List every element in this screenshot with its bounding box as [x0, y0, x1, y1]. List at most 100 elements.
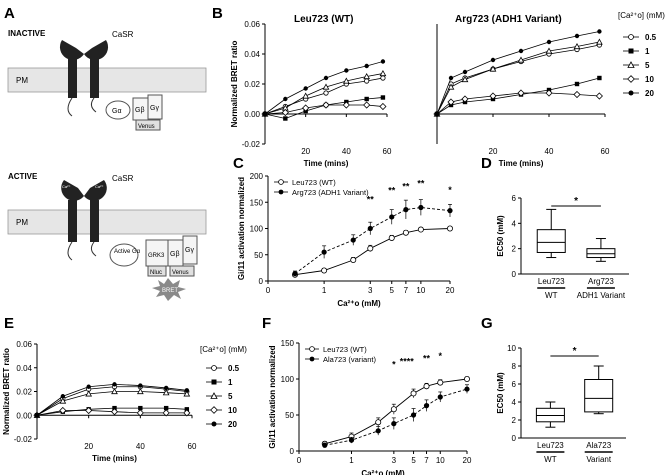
significance-star: ** [388, 185, 396, 195]
y-tick-label: 200 [250, 172, 264, 181]
g-alpha-icon [105, 100, 131, 120]
data-point [111, 387, 118, 395]
data-point [518, 48, 524, 54]
data-point [375, 428, 381, 434]
data-point [423, 403, 430, 409]
data-point [437, 394, 443, 400]
data-point [363, 101, 371, 109]
legend-label: 5 [228, 392, 233, 401]
data-point [423, 383, 430, 390]
legend-label: Leu723 (WT) [323, 345, 367, 354]
data-point [350, 237, 356, 243]
y-tick-label: 6 [512, 380, 517, 389]
active-g-alpha-icon [109, 243, 139, 267]
bret-burst-icon [152, 278, 186, 301]
venus-box-top [135, 119, 161, 131]
data-point [388, 234, 395, 241]
data-point [110, 408, 119, 416]
x-tick-label: 60 [188, 442, 197, 451]
panel-letter-b: B [212, 5, 223, 22]
ca-ion-right: Ca²⁺ [95, 184, 104, 189]
legend-e-title: [Ca²⁺o] (mM) [200, 345, 247, 354]
significance-star: * [574, 196, 578, 207]
panel-letter-c: C [233, 155, 244, 172]
data-point [364, 63, 369, 69]
x-tick-label: 7 [424, 456, 429, 465]
ctail-2 [90, 97, 97, 113]
gb-active-label: Gβ [170, 251, 179, 258]
y-tick-label: 10 [507, 344, 516, 353]
legend-marker [211, 365, 217, 371]
box [584, 379, 614, 413]
data-point [402, 229, 409, 236]
series-line-20 [436, 31, 600, 115]
legend-marker [278, 179, 284, 185]
data-point [163, 405, 169, 411]
data-point [136, 409, 144, 417]
y-tick-label: 6 [512, 194, 517, 203]
x-tick-label: 5 [390, 286, 395, 295]
y-tick-label: 100 [281, 375, 295, 384]
membrane-top [7, 67, 207, 93]
data-point [348, 437, 355, 443]
y-tick-label: -0.02 [242, 140, 261, 149]
data-point [321, 267, 328, 274]
legend-marker [628, 90, 634, 96]
x-tick-label: 7 [404, 286, 409, 295]
data-point [446, 225, 453, 232]
legend-label: 0.5 [645, 33, 657, 42]
series-line-0.5 [436, 44, 600, 115]
data-point [34, 413, 40, 418]
data-point [461, 95, 469, 103]
significance-star: * [448, 185, 452, 195]
chart-e-ala723: 20 40 60 -0.02 0.00 0.02 0.04 0.06 Time (mins) No… [2, 340, 197, 463]
data-point [437, 379, 444, 386]
data-point [574, 33, 580, 39]
y-tick-label: 50 [254, 251, 263, 260]
grk3-label: GRK3 [148, 253, 165, 259]
data-point [418, 204, 424, 211]
x-tick-label: 10 [416, 286, 425, 295]
series-line-1 [436, 77, 600, 115]
tm-helix-active-1 [68, 200, 77, 242]
data-point [489, 65, 497, 72]
data-point [59, 397, 67, 404]
legend-marker [211, 379, 217, 385]
pm-label-top: PM [16, 76, 28, 85]
b-left-title: Leu723 (WT) [294, 14, 353, 25]
y-tick-label: 0 [259, 277, 264, 286]
data-point [403, 207, 409, 213]
active-label: ACTIVE [8, 172, 38, 181]
casr-head-right-icon [84, 40, 109, 61]
data-point [596, 38, 603, 45]
y-tick-label: 150 [250, 198, 264, 207]
data-point [573, 42, 581, 50]
significance-star: * [392, 359, 396, 369]
data-point [391, 421, 397, 427]
chart-b-leu723: 20 40 60 -0.02 0.00 0.02 0.04 0.06 Time (mins) No… [230, 20, 392, 168]
ctail-active-1 [67, 241, 73, 261]
data-point [574, 81, 580, 87]
data-point [461, 75, 469, 83]
data-point [342, 101, 350, 109]
data-point [281, 108, 289, 117]
data-point [448, 75, 454, 81]
tm-helix-2 [90, 58, 99, 98]
data-point [302, 104, 310, 112]
data-point [410, 412, 417, 418]
inactive-label: INACTIVE [8, 29, 46, 38]
legend-marker [278, 189, 284, 195]
y-tick-label: 0.00 [16, 411, 32, 420]
casr-head-right-active-icon [84, 180, 107, 201]
casr-head-left-icon [59, 40, 84, 61]
data-point [517, 56, 525, 63]
x-tick-label: 60 [601, 147, 610, 156]
panel-letter-e: E [4, 315, 14, 332]
x-tick-label: 1 [349, 456, 354, 465]
data-point [447, 83, 455, 90]
significance-star: ** [402, 182, 410, 192]
x-axis-title: Ca²⁺o (mM) [361, 469, 405, 475]
y-tick-label: 4 [512, 219, 517, 228]
panel-letter-f: F [262, 315, 271, 332]
